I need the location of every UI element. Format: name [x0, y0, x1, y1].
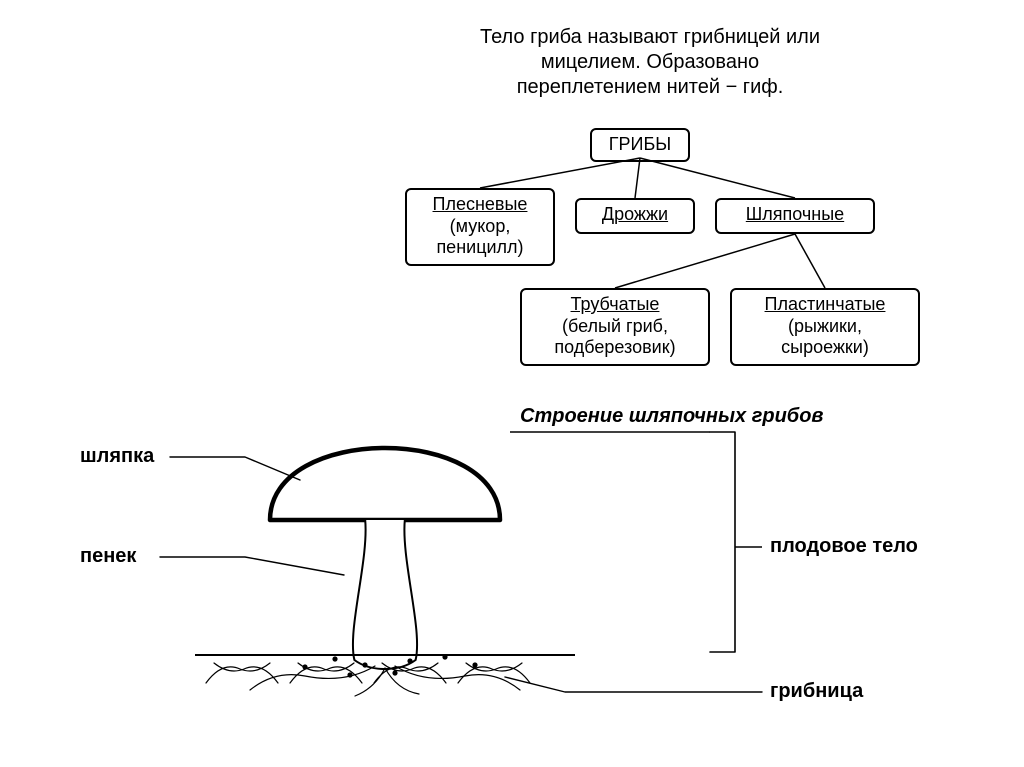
tree-child-mold: Плесневые (мукор, пеницилл)	[405, 188, 555, 266]
tree-child-cap: Шляпочные	[715, 198, 875, 234]
intro-text: Тело гриба называют грибницей или мицели…	[400, 25, 900, 100]
intro-line3: переплетением нитей − гиф.	[517, 76, 784, 98]
tree-grandchild-tubular: Трубчатые (белый гриб, подберезовик)	[520, 288, 710, 366]
tree-gc-gilled-sub2: сыроежки)	[781, 337, 869, 357]
tree-child-yeast-head: Дрожжи	[602, 204, 668, 224]
tree-child-mold-sub2: пеницилл)	[436, 237, 523, 257]
tree-child-cap-head: Шляпочные	[746, 204, 844, 224]
intro-line2: мицелием. Образовано	[541, 51, 759, 73]
diagram-svg	[0, 0, 1024, 767]
label-body: плодовое тело	[770, 535, 918, 558]
label-mycelium: грибница	[770, 680, 863, 703]
label-stem: пенек	[80, 545, 136, 568]
label-cap: шляпка	[80, 445, 154, 468]
tree-child-yeast: Дрожжи	[575, 198, 695, 234]
tree-gc-gilled-head: Пластинчатые	[765, 294, 886, 314]
anatomy-title: Строение шляпочных грибов	[520, 405, 824, 428]
tree-root-label: ГРИБЫ	[609, 134, 671, 154]
tree-gc-tubular-head: Трубчатые	[571, 294, 660, 314]
tree-grandchild-gilled: Пластинчатые (рыжики, сыроежки)	[730, 288, 920, 366]
tree-root: ГРИБЫ	[590, 128, 690, 162]
tree-gc-gilled-sub1: (рыжики,	[788, 316, 862, 336]
tree-child-mold-sub1: (мукор,	[450, 216, 511, 236]
intro-line1: Тело гриба называют грибницей или	[480, 26, 820, 48]
tree-gc-tubular-sub1: (белый гриб,	[562, 316, 668, 336]
tree-gc-tubular-sub2: подберезовик)	[554, 337, 675, 357]
tree-child-mold-head: Плесневые	[433, 194, 528, 214]
